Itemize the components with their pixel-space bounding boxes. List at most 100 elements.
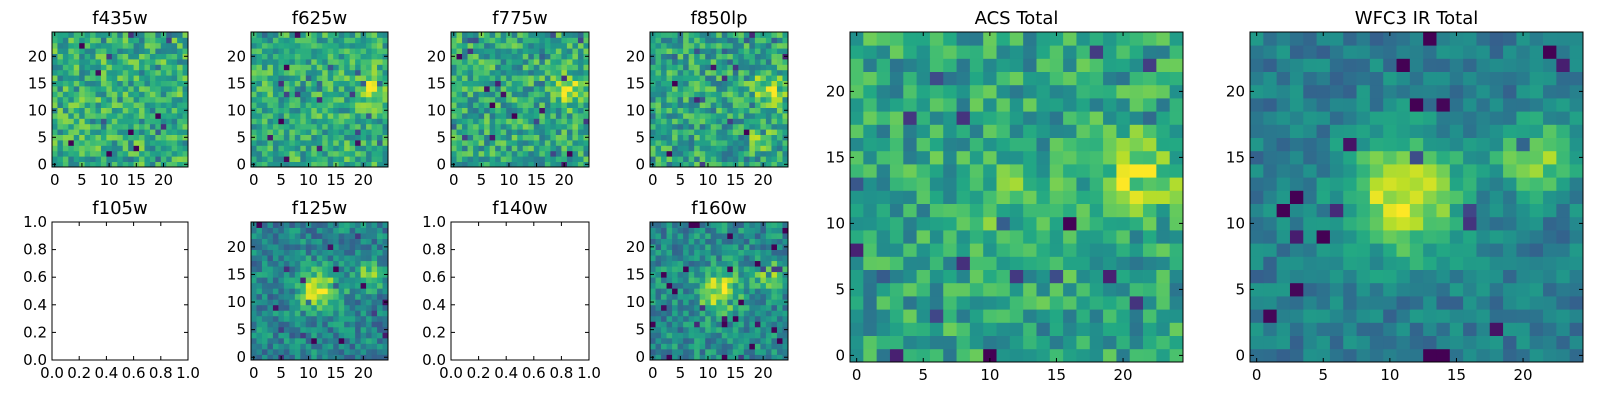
heatmap-cell bbox=[996, 230, 1011, 244]
heatmap-cell bbox=[1263, 322, 1278, 336]
heatmap-cell bbox=[672, 315, 678, 322]
heatmap-cell bbox=[969, 282, 984, 297]
heatmap-cell bbox=[771, 299, 778, 306]
heatmap-cell bbox=[765, 227, 772, 234]
heatmap-cell bbox=[716, 277, 723, 284]
heatmap-cell bbox=[765, 42, 772, 49]
heatmap-cell bbox=[699, 321, 706, 328]
heatmap-cell bbox=[1049, 84, 1064, 99]
heatmap-cell bbox=[90, 64, 96, 71]
heatmap-cell bbox=[983, 282, 997, 297]
heatmap-cell bbox=[1369, 335, 1384, 350]
heatmap-cell bbox=[983, 322, 997, 336]
heatmap-cell bbox=[256, 64, 263, 71]
heatmap-cell bbox=[305, 134, 312, 141]
heatmap-cell bbox=[90, 32, 96, 38]
heatmap-cell bbox=[294, 282, 301, 289]
heatmap-cell bbox=[771, 75, 778, 81]
heatmap-cell bbox=[1036, 335, 1051, 350]
heatmap-cell bbox=[251, 48, 257, 54]
heatmap-cell bbox=[528, 107, 535, 114]
heatmap-cell bbox=[473, 140, 479, 146]
heatmap-cell bbox=[95, 59, 102, 65]
heatmap-cell bbox=[338, 255, 345, 262]
heatmap-cell bbox=[111, 145, 118, 152]
heatmap-cell bbox=[283, 42, 290, 49]
heatmap-cell bbox=[677, 102, 684, 108]
heatmap-cell bbox=[171, 48, 178, 54]
heatmap-cell bbox=[677, 129, 684, 135]
heatmap-cell bbox=[382, 332, 389, 339]
heatmap-cell bbox=[305, 326, 312, 333]
heatmap-cell bbox=[1343, 282, 1357, 297]
heatmap-cell bbox=[73, 134, 80, 141]
heatmap-cell bbox=[555, 48, 562, 54]
heatmap-cell bbox=[566, 96, 573, 103]
heatmap-cell bbox=[73, 64, 80, 71]
heatmap-cell bbox=[133, 150, 140, 157]
heatmap-cell bbox=[738, 348, 745, 355]
heatmap-cell bbox=[996, 309, 1011, 323]
heatmap-cell bbox=[1316, 230, 1331, 244]
heatmap-cell bbox=[743, 222, 750, 228]
heatmap-cell bbox=[322, 249, 329, 256]
heatmap-cell bbox=[382, 75, 389, 81]
heatmap-cell bbox=[776, 293, 783, 300]
heatmap-cell bbox=[311, 145, 318, 152]
heatmap-cell bbox=[182, 59, 189, 65]
heatmap-cell bbox=[333, 53, 340, 60]
heatmap-cell bbox=[1063, 98, 1077, 112]
heatmap-cell bbox=[322, 348, 329, 355]
heatmap-cell bbox=[903, 256, 917, 270]
heatmap-cell bbox=[1129, 309, 1144, 323]
heatmap-cell bbox=[1049, 32, 1064, 46]
heatmap-cell bbox=[1076, 58, 1091, 72]
heatmap-cell bbox=[1356, 282, 1371, 297]
heatmap-cell bbox=[983, 335, 997, 350]
heatmap-cell bbox=[272, 107, 279, 114]
heatmap-cell bbox=[57, 145, 64, 152]
heatmap-cell bbox=[1263, 230, 1278, 244]
heatmap-cell bbox=[561, 129, 568, 135]
heatmap-cell bbox=[889, 177, 904, 191]
heatmap-cell bbox=[333, 299, 340, 306]
heatmap-cell bbox=[1036, 322, 1051, 336]
heatmap-cell bbox=[349, 282, 356, 289]
heatmap-cell bbox=[732, 96, 739, 103]
heatmap-cell bbox=[1143, 124, 1157, 138]
heatmap-cell bbox=[289, 332, 296, 339]
heatmap-cell bbox=[782, 282, 789, 289]
heatmap-cell bbox=[738, 145, 745, 152]
heatmap-cell bbox=[133, 156, 140, 162]
heatmap-cell bbox=[166, 59, 173, 65]
heatmap-cell bbox=[705, 233, 712, 239]
heatmap-cell bbox=[929, 190, 944, 204]
heatmap-cell bbox=[377, 271, 383, 278]
heatmap-cell bbox=[522, 140, 529, 146]
heatmap-cell bbox=[360, 118, 367, 125]
heatmap-cell bbox=[305, 255, 312, 262]
heatmap-cell bbox=[267, 32, 274, 38]
heatmap-cell bbox=[1023, 335, 1037, 350]
heatmap-cell bbox=[360, 266, 367, 273]
heatmap-cell bbox=[782, 304, 789, 311]
heatmap-cell bbox=[177, 86, 183, 92]
heatmap-cell bbox=[267, 161, 274, 168]
heatmap-cell bbox=[484, 118, 491, 125]
heatmap-cell bbox=[478, 48, 485, 54]
heatmap-cell bbox=[517, 129, 524, 135]
heatmap-cell bbox=[544, 118, 551, 125]
heatmap-cell bbox=[903, 58, 917, 72]
heatmap-cell bbox=[776, 348, 783, 355]
heatmap-cell bbox=[716, 343, 723, 350]
heatmap-cell bbox=[371, 354, 378, 361]
heatmap-cell bbox=[300, 260, 307, 267]
heatmap-cell bbox=[311, 118, 318, 125]
heatmap-cell bbox=[683, 86, 690, 92]
heatmap-cell bbox=[721, 145, 728, 152]
heatmap-cell bbox=[289, 53, 296, 60]
heatmap-cell bbox=[688, 129, 695, 135]
heatmap-cell bbox=[316, 161, 323, 168]
heatmap-cell bbox=[1343, 216, 1357, 231]
heatmap-cell bbox=[360, 59, 367, 65]
